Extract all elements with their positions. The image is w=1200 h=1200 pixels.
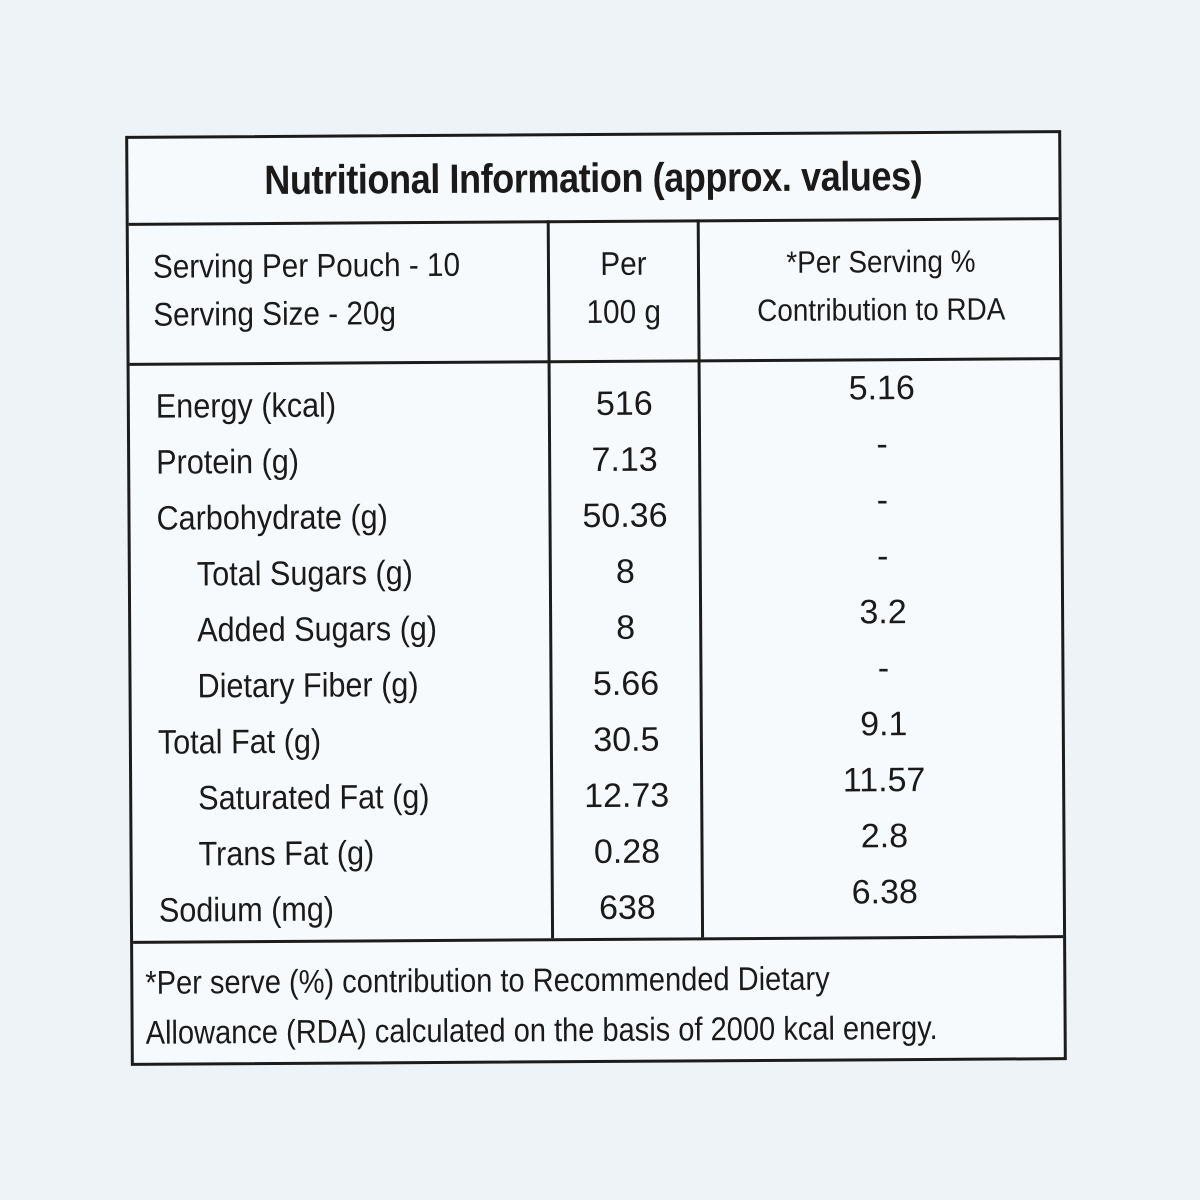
nutrient-name: Total Fat (g) (157, 722, 322, 762)
footnote: *Per serve (%) contribution to Recommend… (133, 935, 1064, 1063)
nutrient-name: Total Sugars (g) (196, 554, 413, 594)
nutrient-rda: 2.8 (860, 817, 909, 856)
serving-size: Serving Size - 20g (153, 294, 397, 333)
nutrient-rda: 6.38 (851, 873, 919, 912)
nutrient-name: Dietary Fiber (g) (197, 666, 419, 706)
nutrient-rda: 3.2 (859, 593, 907, 632)
nutrient-rda: - (876, 481, 889, 520)
nutrient-per-100g: 0.28 (593, 832, 661, 872)
rda-header-line2: Contribution to RDA (757, 291, 1006, 329)
nutrient-table: Energy (kcal) 516 5.16 Protein (g) 7.13 … (130, 369, 1063, 939)
nutrient-per-100g: 638 (598, 888, 656, 927)
nutrient-rda: 9.1 (860, 705, 908, 744)
nutrient-name: Trans Fat (g) (198, 834, 375, 874)
rda-header: *Per Serving % Contribution to RDA (700, 217, 1063, 379)
nutrient-per-100g: 8 (616, 608, 636, 647)
nutrient-rda: 5.16 (848, 369, 915, 408)
nutrient-per-100g: 8 (615, 552, 635, 591)
nutrient-name: Added Sugars (g) (197, 609, 438, 650)
nutrient-name: Carbohydrate (g) (156, 498, 388, 538)
nutrition-label: Nutritional Information (approx. values)… (125, 130, 1067, 1066)
nutrient-per-100g: 50.36 (582, 496, 668, 536)
nutrient-name: Saturated Fat (g) (198, 778, 430, 818)
serving-per-pouch: Serving Per Pouch - 10 (152, 245, 461, 285)
rda-header-line1: *Per Serving % (786, 243, 976, 280)
nutrient-rda: - (876, 425, 888, 464)
label-title: Nutritional Information (approx. values) (264, 152, 923, 203)
nutrient-per-100g: 516 (595, 384, 653, 423)
nutrient-per-100g: 30.5 (593, 720, 660, 760)
table-row: Sodium (mg) 638 6.38 (133, 873, 1063, 939)
nutrient-name: Energy (kcal) (155, 386, 337, 426)
nutrient-per-100g: 12.73 (584, 776, 670, 816)
nutrient-per-100g: 5.66 (592, 664, 660, 704)
nutrient-rda: - (876, 537, 889, 576)
header-row: Serving Per Pouch - 10 Serving Size - 20… (128, 217, 1060, 366)
nutrient-rda: - (877, 649, 890, 688)
footnote-line1: *Per serve (%) contribution to Recommend… (145, 959, 830, 1001)
nutrient-name: Protein (g) (156, 442, 300, 482)
per-100g-header-line2: 100 g (586, 292, 662, 331)
footnote-line2: Allowance (RDA) calculated on the basis … (145, 1008, 938, 1051)
nutrient-rda: 11.57 (842, 760, 926, 800)
serving-info-cell: Serving Per Pouch - 10 Serving Size - 20… (153, 220, 544, 382)
nutrient-name: Sodium (mg) (158, 890, 335, 930)
per-100g-header-line1: Per (600, 244, 647, 282)
per-100g-header: Per 100 g (550, 219, 698, 380)
label-title-row: Nutritional Information (approx. values) (128, 133, 1059, 226)
nutrient-per-100g: 7.13 (591, 440, 658, 480)
